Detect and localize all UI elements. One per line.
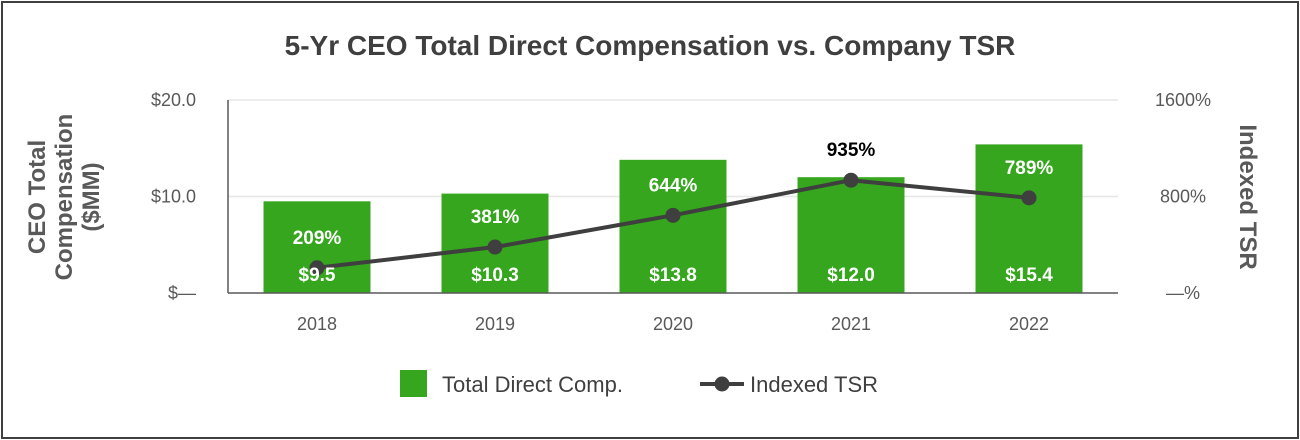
tsr-line [309,172,1037,276]
tsr-marker [843,172,859,188]
bar-value-label: $12.0 [827,265,875,286]
left-axis-tick-label: $20.0 [151,90,196,110]
bars [263,144,1083,293]
right-axis-tick-label: —% [1166,283,1200,303]
tsr-marker [309,260,325,276]
x-axis-tick-label: 2018 [297,314,337,334]
legend: Total Direct Comp. Indexed TSR [400,370,878,397]
right-axis-tick-label: 1600% [1155,90,1211,110]
tsr-value-label: 789% [1005,158,1054,179]
chart-title: 5-Yr CEO Total Direct Compensation vs. C… [285,30,1016,61]
data-labels: $9.5 $10.3 $13.8 $12.0 $15.4 209% 381% 644% 935%… [293,140,1054,286]
bar-value-label: $10.3 [471,265,519,286]
bar [619,159,727,293]
legend-marker-tsr [714,376,730,392]
left-axis-tick-label: $— [168,283,196,303]
bar [263,201,371,293]
tsr-value-label: 644% [649,175,698,196]
right-axis-tick-label: 800% [1160,187,1206,207]
x-axis-tick-label: 2022 [1009,314,1049,334]
x-axis-tick-label: 2019 [475,314,515,334]
axes: $— $10.0 $20.0 —% 800% 1600% 2018 2019 2020 2021 2… [151,90,1211,334]
bar [797,177,905,293]
left-axis-title-line: ($MM) [78,162,105,231]
tsr-value-label: 209% [293,228,342,249]
tsr-marker [665,207,681,223]
left-axis-title-line: Compensation [51,114,78,281]
bar-value-label: $13.8 [649,265,697,286]
tsr-marker [487,239,503,255]
bar [975,144,1083,293]
bar-value-label: $15.4 [1005,265,1053,286]
right-axis-title: Indexed TSR [1234,124,1261,269]
tsr-value-label: 935% [827,140,876,161]
left-axis-title: CEO TotalCompensation($MM) [24,114,105,281]
tsr-marker [1021,190,1037,206]
left-axis-title-line: CEO Total [24,140,51,254]
tsr-value-label: 381% [471,207,520,228]
x-axis-tick-label: 2021 [831,314,871,334]
bar-value-label: $9.5 [299,265,336,286]
legend-swatch-bar [400,370,427,397]
x-axis-tick-label: 2020 [653,314,693,334]
legend-label-tsr: Indexed TSR [750,372,878,397]
left-axis-tick-label: $10.0 [151,187,196,207]
legend-label-bar: Total Direct Comp. [442,372,623,397]
axis-titles: CEO TotalCompensation($MM) Indexed TSR [24,114,1261,281]
